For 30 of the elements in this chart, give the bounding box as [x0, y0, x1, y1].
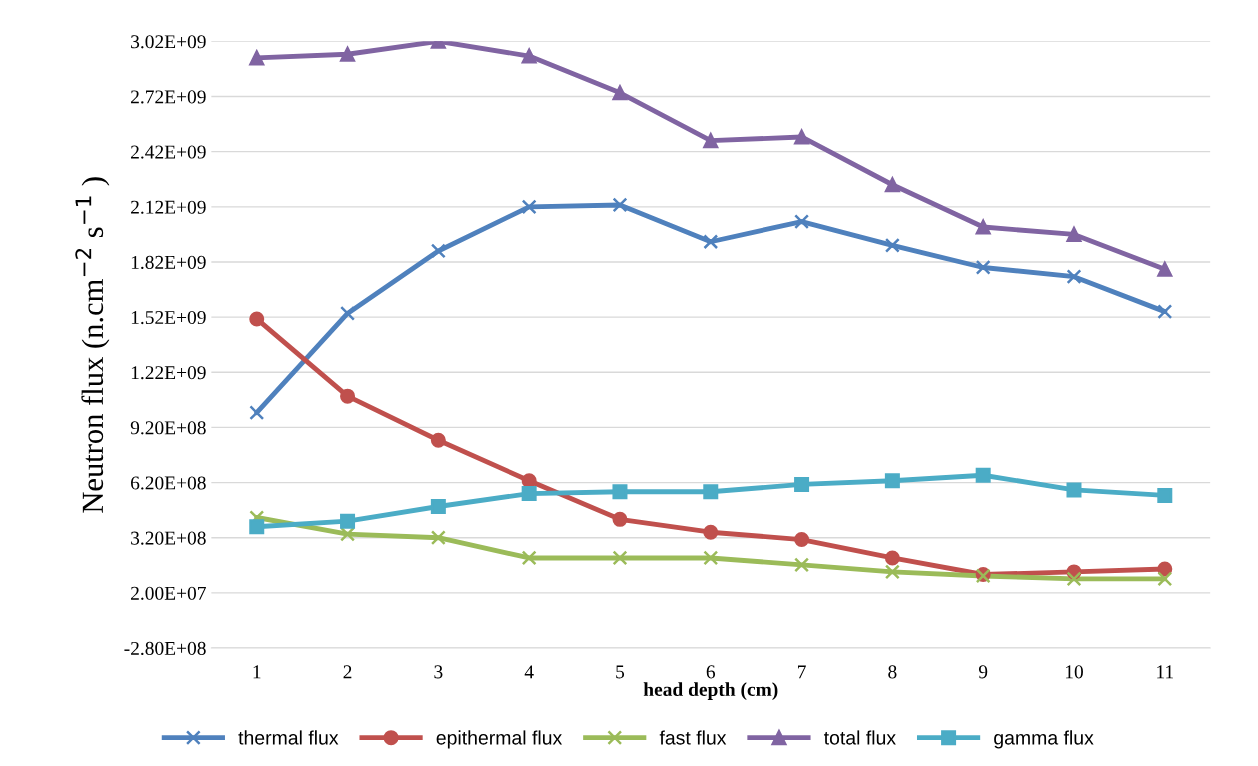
x-tick-label: 6 [706, 665, 716, 679]
legend-label: thermal flux [238, 730, 339, 745]
x-tick-label: 7 [798, 665, 806, 679]
y-tick-label: -2.80E+08 [124, 641, 206, 656]
y-axis-title: Neutron flux (n.cm$^{−2}$ s$^{−1}$ ) [75, 177, 110, 513]
x-tick-label: 11 [1157, 665, 1173, 679]
y-tick-label: 9.20E+08 [130, 421, 206, 435]
legend-label: gamma flux [994, 730, 1094, 749]
x-tick-label: 10 [1065, 665, 1083, 679]
x-tick-label: 2 [343, 665, 352, 679]
y-tick-label: 2.72E+09 [131, 90, 206, 104]
y-tick-label: 3.02E+09 [131, 35, 206, 49]
legend-label: epithermal flux [436, 730, 563, 749]
x-tick-label: 4 [524, 665, 534, 679]
y-tick-label: 3.20E+08 [131, 531, 206, 545]
y-tick-label: 1.22E+09 [131, 366, 206, 380]
x-tick-label: 9 [978, 665, 988, 679]
y-tick-label: 2.00E+07 [131, 586, 206, 600]
x-tick-label: 3 [434, 665, 443, 679]
y-tick-label: 2.42E+09 [131, 145, 206, 159]
y-tick-label: 1.52E+09 [131, 310, 206, 325]
legend-label: total flux [823, 730, 896, 745]
legend-label: fast flux [659, 730, 727, 745]
x-tick-label: 8 [888, 665, 897, 679]
x-axis-title: head depth (cm) [643, 682, 778, 700]
y-tick-label: 2.12E+09 [131, 200, 206, 214]
x-tick-label: 1 [253, 665, 261, 679]
x-tick-label: 5 [616, 665, 625, 679]
y-tick-label: 6.20E+08 [131, 476, 206, 490]
y-tick-label: 1.82E+09 [131, 255, 206, 269]
